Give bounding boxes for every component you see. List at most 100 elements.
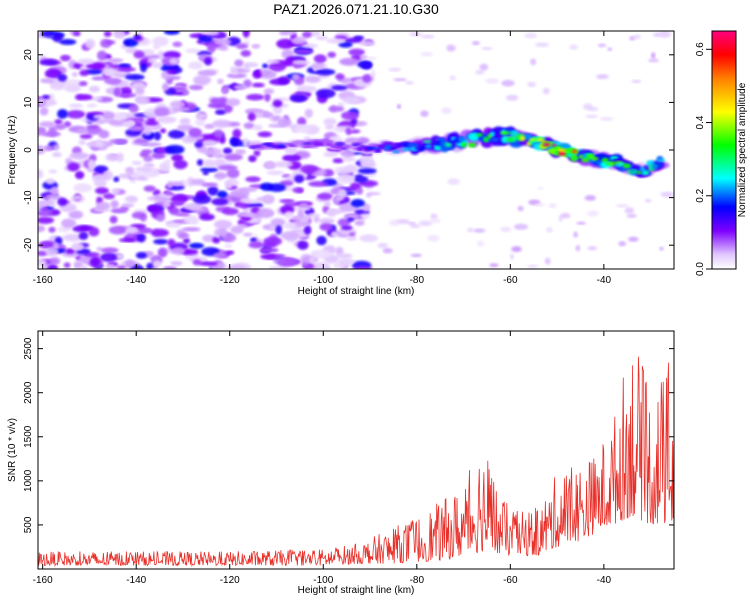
heatmap-noise-blob xyxy=(576,221,586,225)
heatmap-noise-blob xyxy=(377,242,388,249)
heatmap-noise-blob xyxy=(349,232,356,237)
heatmap-noise-blob xyxy=(203,159,216,168)
heatmap-noise-blob xyxy=(420,52,434,57)
heatmap-noise-blob xyxy=(231,70,239,76)
heatmap-noise-blob xyxy=(382,248,393,254)
heatmap-noise-blob xyxy=(131,160,142,166)
heatmap-noise-blob xyxy=(100,252,118,262)
heatmap-noise-blob xyxy=(95,201,111,210)
heatmap-noise-blob xyxy=(282,154,302,162)
heatmap-noise-blob xyxy=(159,128,167,134)
heatmap-noise-blob xyxy=(248,155,257,163)
heatmap-y-tick-label: 20 xyxy=(23,49,34,61)
heatmap-signal-blob xyxy=(325,143,332,146)
heatmap-noise-blob xyxy=(109,215,118,224)
heatmap-x-tick-label: -80 xyxy=(410,275,425,286)
heatmap-noise-blob xyxy=(409,32,423,37)
heatmap-noise-blob xyxy=(143,128,152,136)
heatmap-noise-blob xyxy=(233,84,247,91)
heatmap-noise-blob xyxy=(178,232,190,239)
heatmap-noise-blob xyxy=(60,54,71,62)
heatmap-noise-blob xyxy=(294,124,312,134)
heatmap-noise-blob xyxy=(263,88,275,95)
heatmap-noise-blob xyxy=(156,213,166,222)
heatmap-noise-blob xyxy=(224,244,233,249)
heatmap-signal-layer xyxy=(246,126,670,178)
heatmap-noise-blob xyxy=(221,86,229,95)
heatmap-noise-blob xyxy=(587,246,598,251)
heatmap-x-tick-label: -60 xyxy=(503,275,518,286)
heatmap-noise-blob xyxy=(296,188,304,193)
heatmap-noise-blob xyxy=(279,31,288,36)
heatmap-noise-blob xyxy=(47,263,59,269)
heatmap-noise-blob xyxy=(242,31,250,38)
heatmap-noise-blob xyxy=(360,61,373,70)
heatmap-noise-blob xyxy=(38,216,55,224)
heatmap-x-axis-label: Height of straight line (km) xyxy=(298,286,415,297)
heatmap-noise-blob xyxy=(162,82,169,92)
heatmap-signal-blob xyxy=(261,143,272,146)
heatmap-noise-blob xyxy=(200,31,220,36)
heatmap-noise-blob xyxy=(38,121,56,128)
heatmap-noise-blob xyxy=(212,236,221,244)
heatmap-noise-blob xyxy=(218,227,228,238)
heatmap-signal-blob xyxy=(434,146,441,151)
heatmap-noise-blob xyxy=(389,219,400,227)
heatmap-y-tick-label: 0 xyxy=(23,147,34,153)
heatmap-noise-blob xyxy=(79,264,88,269)
heatmap-noise-blob xyxy=(319,218,335,225)
heatmap-noise-blob xyxy=(52,32,63,43)
heatmap-noise-blob xyxy=(277,76,291,85)
heatmap-noise-blob xyxy=(342,155,356,162)
heatmap-noise-blob xyxy=(243,63,251,71)
heatmap-noise-blob xyxy=(544,257,551,265)
heatmap-noise-blob xyxy=(248,241,264,249)
heatmap-noise-blob xyxy=(281,49,294,59)
heatmap-noise-blob xyxy=(77,128,89,135)
heatmap-noise-blob xyxy=(644,199,652,203)
heatmap-noise-blob xyxy=(326,38,346,44)
heatmap-signal-blob xyxy=(302,142,313,145)
heatmap-noise-blob xyxy=(135,96,145,103)
heatmap-noise-blob xyxy=(253,149,261,157)
heatmap-noise-blob xyxy=(204,123,216,129)
heatmap-noise-blob xyxy=(224,153,243,161)
heatmap-signal-blob xyxy=(461,142,466,148)
heatmap-noise-blob xyxy=(54,123,67,130)
colorbar-tick-label: 0.6 xyxy=(695,42,706,56)
heatmap-noise-blob xyxy=(335,73,345,80)
heatmap-noise-blob xyxy=(276,38,295,49)
heatmap-noise-blob xyxy=(277,118,292,128)
heatmap-noise-blob xyxy=(113,87,122,97)
heatmap-noise-blob xyxy=(101,247,119,254)
heatmap-noise-blob xyxy=(43,145,54,152)
heatmap-noise-blob xyxy=(600,116,614,121)
heatmap-noise-blob xyxy=(301,43,319,48)
heatmap-signal-blob xyxy=(278,146,287,148)
heatmap-noise-blob xyxy=(344,164,359,174)
heatmap-noise-blob xyxy=(87,159,96,170)
heatmap-noise-blob xyxy=(102,67,115,77)
heatmap-noise-blob xyxy=(405,81,414,85)
heatmap-noise-blob xyxy=(362,203,371,212)
heatmap-signal-blob xyxy=(375,148,381,153)
heatmap-noise-blob xyxy=(658,31,671,38)
heatmap-noise-blob xyxy=(214,109,227,115)
heatmap-noise-blob xyxy=(151,62,164,69)
heatmap-noise-blob xyxy=(305,75,321,84)
heatmap-noise-blob xyxy=(153,43,160,50)
heatmap-noise-blob xyxy=(489,263,499,268)
heatmap-noise-blob xyxy=(267,183,286,192)
heatmap-noise-blob xyxy=(150,256,162,262)
heatmap-noise-blob xyxy=(104,77,122,85)
heatmap-x-ticks: -160 -140 -120 -100 -80 -60 -40 xyxy=(33,31,612,286)
heatmap-signal-blob xyxy=(608,161,616,166)
heatmap-noise-blob xyxy=(586,210,600,217)
heatmap-signal-blob xyxy=(639,167,646,171)
heatmap-noise-blob xyxy=(42,206,50,211)
heatmap-noise-blob xyxy=(303,225,312,235)
heatmap-noise-blob xyxy=(234,149,246,155)
heatmap-noise-blob xyxy=(353,35,365,41)
heatmap-noise-blob xyxy=(39,107,49,116)
snr-x-tick-label: -160 xyxy=(33,575,53,586)
